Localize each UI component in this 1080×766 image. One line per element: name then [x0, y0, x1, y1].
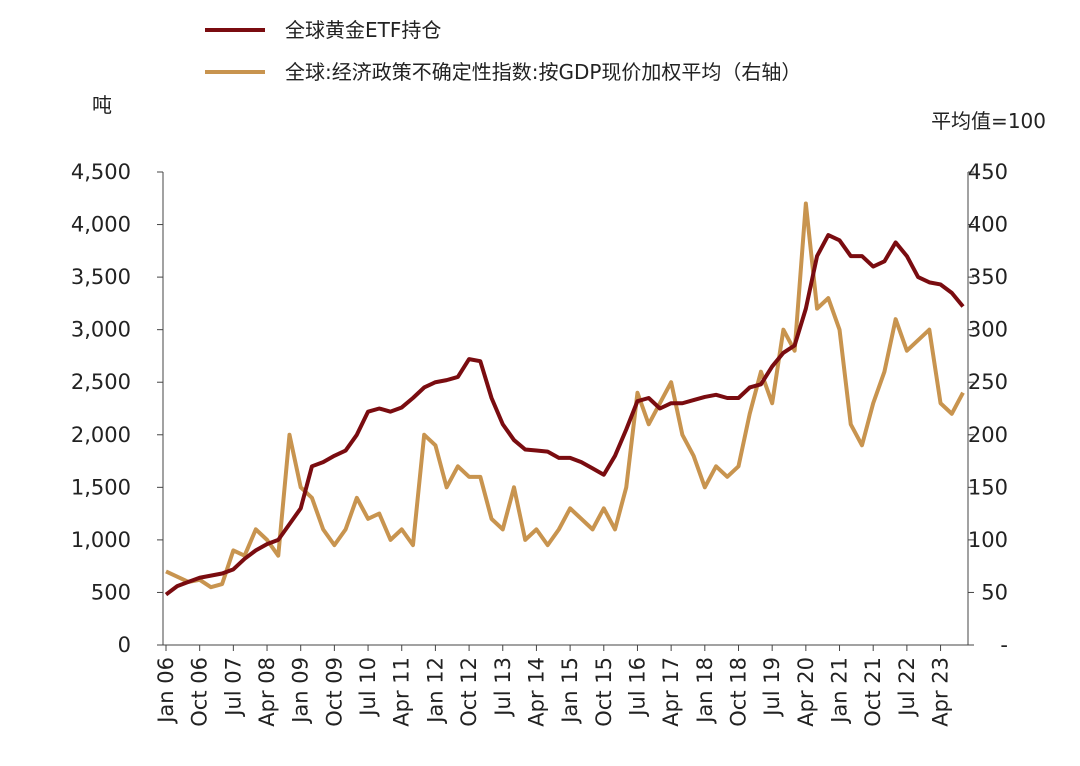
x-tick-label: Apr 08: [255, 657, 279, 727]
y2-tick-label: 200: [968, 423, 1008, 447]
y-tick-label: 1,000: [71, 528, 131, 552]
x-tick-label: Oct 21: [861, 657, 885, 727]
x-tick-label: Apr 23: [929, 657, 953, 727]
y2-tick-label: 400: [968, 213, 1008, 237]
x-tick-label: Oct 12: [457, 657, 481, 727]
x-tick-label: Jan 06: [154, 657, 178, 725]
x-tick-label: Jan 18: [693, 657, 717, 725]
x-tick-label: Oct 15: [592, 657, 616, 727]
y2-tick-label: -: [1000, 633, 1008, 657]
series-line: [165, 201, 965, 590]
y-tick-label: 2,000: [71, 423, 131, 447]
x-tick-label: Jul 19: [760, 657, 784, 718]
y-tick-label: 0: [118, 633, 131, 657]
y-tick-label: 2,500: [71, 370, 131, 394]
y2-tick-label: 350: [968, 265, 1008, 289]
legend-label: 全球:经济政策不确定性指数:按GDP现价加权平均（右轴）: [285, 60, 801, 84]
x-tick-label: Apr 20: [794, 657, 818, 727]
y-tick-label: 4,500: [71, 160, 131, 184]
y2-tick-label: 300: [968, 318, 1008, 342]
x-tick-label: Jul 10: [356, 657, 380, 718]
y2-tick-label: 150: [968, 475, 1008, 499]
y-tick-label: 3,000: [71, 318, 131, 342]
y2-tick-label: 450: [968, 160, 1008, 184]
y-tick-label: 3,500: [71, 265, 131, 289]
y2-tick-label: 50: [981, 580, 1008, 604]
y2-tick-label: 250: [968, 370, 1008, 394]
x-tick-label: Apr 17: [659, 657, 683, 727]
x-tick-label: Jan 21: [828, 657, 852, 725]
y-tick-label: 500: [91, 580, 131, 604]
y2-axis-label: 平均值=100: [931, 109, 1046, 133]
x-tick-label: Oct 06: [188, 657, 212, 727]
x-tick-label: Apr 11: [390, 657, 414, 727]
y-tick-label: 1,500: [71, 475, 131, 499]
x-tick-label: Jul 07: [221, 657, 245, 718]
x-tick-label: Jul 22: [895, 657, 919, 718]
legend-label: 全球黄金ETF持仓: [285, 18, 441, 42]
x-tick-label: Jan 15: [558, 657, 582, 725]
x-tick-label: Jul 16: [625, 657, 649, 718]
y-axis-label: 吨: [92, 93, 112, 117]
x-tick-label: Jan 09: [289, 657, 313, 725]
x-tick-label: Oct 18: [726, 657, 750, 727]
y-tick-label: 4,000: [71, 213, 131, 237]
x-tick-label: Oct 09: [322, 657, 346, 727]
x-tick-label: Jan 12: [423, 657, 447, 725]
y2-tick-label: 100: [968, 528, 1008, 552]
series-line: [164, 233, 965, 597]
x-tick-label: Apr 14: [524, 657, 548, 727]
x-tick-label: Jul 13: [491, 657, 515, 718]
